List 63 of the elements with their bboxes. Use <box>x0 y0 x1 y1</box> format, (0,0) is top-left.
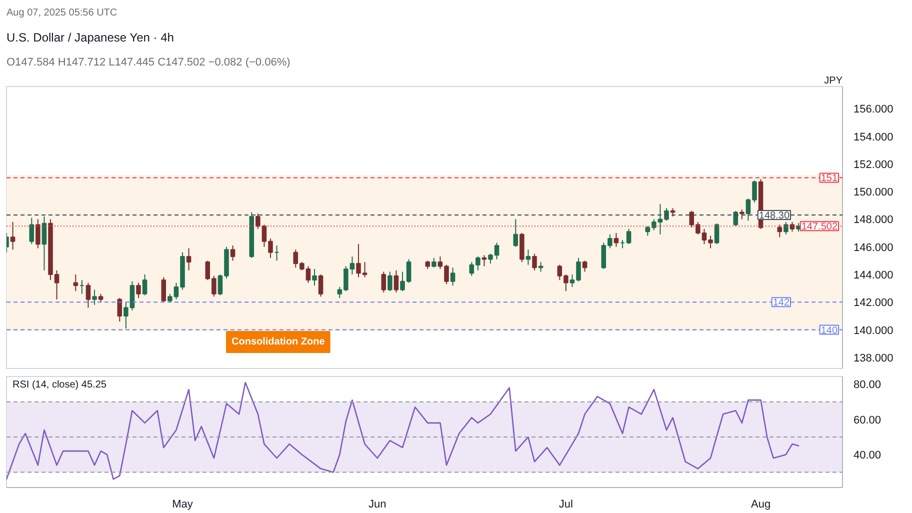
y-tick-label: 144.000 <box>854 270 894 282</box>
candlestick <box>513 218 518 248</box>
candlestick <box>318 274 324 298</box>
y-tick-label: 80.00 <box>854 379 882 392</box>
candlestick <box>538 262 544 272</box>
ref-line-label: 140 <box>820 325 838 336</box>
y-axis-title: JPY <box>824 76 843 86</box>
candlestick <box>92 289 97 306</box>
ref-line-label: 148.30 <box>758 210 790 222</box>
y-tick-label: 142.000 <box>854 297 894 310</box>
candlestick <box>256 213 260 230</box>
candlestick <box>482 254 487 267</box>
candlestick <box>73 274 78 292</box>
y-tick-label: 152.000 <box>854 158 894 171</box>
candlestick <box>532 253 537 271</box>
x-tick-label: May <box>172 498 194 510</box>
candlestick <box>388 271 392 292</box>
candlestick <box>432 257 436 268</box>
candlestick <box>450 267 456 286</box>
y-tick-label: 148.000 <box>854 214 894 226</box>
candlestick <box>230 244 236 262</box>
candlestick <box>312 268 317 286</box>
x-tick-label: Jul <box>558 498 573 510</box>
x-tick-label: Aug <box>751 498 771 510</box>
candlestick <box>86 282 91 308</box>
y-tick-label: 154.000 <box>854 131 894 144</box>
candlestick <box>36 218 40 249</box>
line-series <box>6 382 800 480</box>
y-tick-label: 150.000 <box>854 186 894 199</box>
ref-line-label: 142 <box>772 298 790 309</box>
chart-subtitle: O147.584 H147.712 L147.445 C147.502 −0.082 (−0.06%) <box>6 56 290 68</box>
annotation: Consolidation Zone <box>232 336 326 348</box>
candlestick <box>186 248 192 271</box>
candlestick <box>142 274 148 296</box>
x-tick-label: Jun <box>368 498 386 510</box>
candlestick <box>381 271 386 293</box>
candlestick <box>526 249 531 266</box>
candlestick <box>42 216 47 271</box>
candlestick <box>784 221 788 235</box>
candlestick <box>161 276 166 303</box>
chart-title: U.S. Dollar / Japanese Yen · 4h <box>6 30 174 44</box>
candlestick <box>136 282 141 298</box>
ref-line-label: 147.502 <box>801 222 838 233</box>
ref-line-label: 151 <box>820 173 838 184</box>
candlestick <box>714 222 720 245</box>
candlestick <box>29 217 34 245</box>
candlestick <box>582 260 588 272</box>
y-tick-label: 140.000 <box>854 324 894 337</box>
chart-title: RSI (14, close) 45.25 <box>12 380 107 390</box>
text: Aug 07, 2025 05:56 UTC <box>6 8 118 18</box>
y-tick-label: 60.00 <box>854 414 882 426</box>
y-tick-label: 146.000 <box>854 242 894 254</box>
candlestick <box>10 221 16 250</box>
y-tick-label: 138.000 <box>854 352 894 364</box>
candlestick <box>614 232 619 248</box>
y-tick-label: 40.00 <box>854 450 882 462</box>
y-tick-label: 156.000 <box>854 104 894 116</box>
candlestick <box>394 270 399 293</box>
candlestick <box>790 221 795 232</box>
candlestick <box>777 224 782 238</box>
candlestick <box>626 228 632 245</box>
candlestick <box>740 209 744 220</box>
candlestick <box>117 298 122 322</box>
